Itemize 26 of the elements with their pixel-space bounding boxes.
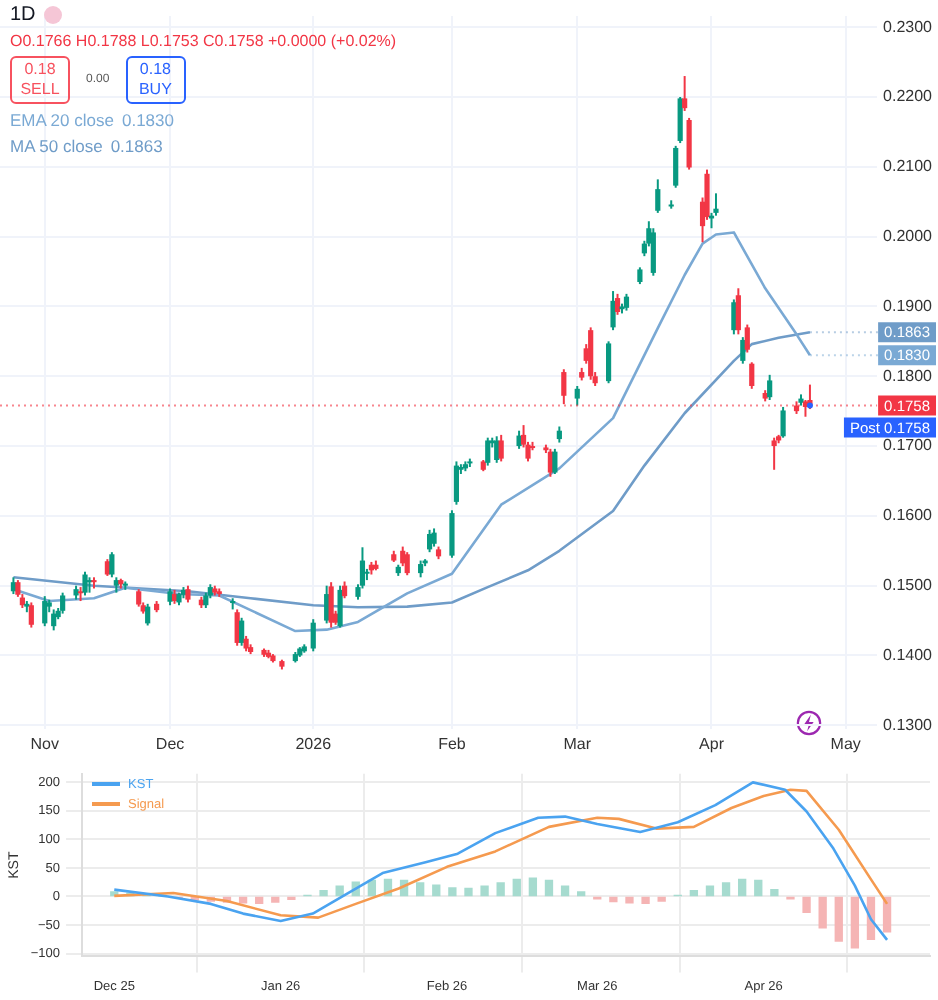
- x-tick-label: May: [830, 734, 861, 753]
- x-tick-label: Apr: [699, 734, 725, 753]
- y-tick-label: 0.1500: [883, 576, 934, 595]
- y-tick-label: 0.1400: [883, 645, 934, 664]
- text: 0.1863: [110, 136, 163, 156]
- y-tick-label: 0.1800: [883, 366, 934, 385]
- y-tick-label: 0.1700: [883, 436, 934, 455]
- y-tick-label: 0.1300: [883, 715, 934, 734]
- x-tick-label: Mar: [563, 734, 592, 753]
- chart-title: 1D: [10, 4, 36, 26]
- annotation: 0.18 BUY: [125, 56, 186, 104]
- y-tick-label: 0.2000: [883, 227, 934, 246]
- annotation: O0.1766 H0.1788 L0.1753 C0.1758 +0.0000 (+0.02%): [10, 32, 397, 50]
- x-tick-label: Nov: [30, 734, 59, 753]
- text: 0.1830: [121, 110, 174, 130]
- text: MA 50 close: [10, 136, 103, 156]
- annotation: 0.18 SELL: [10, 56, 70, 104]
- x-tick-label: Dec: [155, 734, 185, 753]
- y-tick-label: 0.1600: [883, 506, 934, 525]
- x-tick-label: 2026: [295, 734, 333, 753]
- y-tick-label: 0.2200: [883, 87, 934, 106]
- x-tick-label: Feb: [438, 734, 467, 753]
- y-tick-label: 0.1900: [883, 296, 934, 315]
- y-tick-label: 0.2300: [883, 17, 934, 36]
- text: EMA 20 close: [10, 110, 114, 130]
- y-tick-label: 0.2100: [883, 157, 934, 176]
